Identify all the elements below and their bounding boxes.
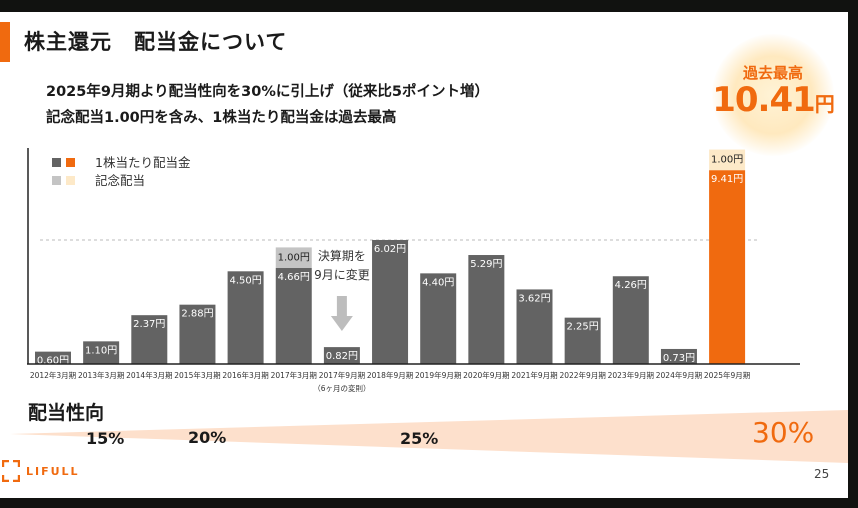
x-tick-label: 2021年9月期 (511, 370, 557, 380)
record-glow (712, 34, 834, 156)
data-label-dividend: 0.82円 (326, 351, 358, 362)
bar-dividend (516, 289, 553, 364)
payout-25: 25% (400, 429, 439, 448)
legend-swatch (66, 176, 75, 185)
x-tick-label: 2016年3月期 (222, 370, 268, 380)
legend-swatch (52, 176, 61, 185)
bar-dividend (323, 347, 360, 364)
x-tick-label: 2017年3月期 (271, 370, 317, 380)
legend-label: 1株当たり配当金 (95, 155, 191, 170)
page-number: 25 (814, 467, 830, 481)
data-label-dividend: 5.29円 (470, 259, 502, 270)
data-label-dividend: 0.73円 (663, 353, 695, 364)
x-tick-label: 2014年3月期 (126, 370, 172, 380)
data-label-dividend: 2.88円 (181, 309, 213, 320)
data-label-dividend: 9.41円 (711, 174, 743, 185)
x-tick-label: 2024年9月期 (656, 370, 702, 380)
logo-bracket-icon (2, 460, 20, 482)
bar-dividend (564, 317, 601, 364)
bar-dividend (660, 348, 697, 364)
bar-commemorative (709, 149, 746, 171)
x-tick-label: 2015年3月期 (174, 370, 220, 380)
x-tick-label: 2022年9月期 (559, 370, 605, 380)
page-title: 株主還元 配当金について (24, 30, 288, 54)
data-label-dividend: 6.02円 (374, 244, 406, 255)
payout-15: 15% (86, 429, 125, 448)
legend-swatch (52, 158, 61, 167)
annotation-line-1: 決算期を (318, 248, 366, 263)
bar-dividend (179, 304, 216, 364)
bar-dividend (35, 351, 71, 364)
x-tick-label: 2013年3月期 (78, 370, 124, 380)
bar-commemorative (275, 247, 312, 269)
data-label-dividend: 4.66円 (278, 272, 310, 283)
bar-dividend (420, 273, 457, 364)
legend-swatch (66, 158, 75, 167)
x-tick-note: （6ヶ月の変則） (313, 383, 370, 393)
bar-dividend (612, 276, 649, 364)
x-tick-label: 2019年9月期 (415, 370, 461, 380)
subtitle-line-2: 記念配当1.00円を含み、1株当たり配当金は過去最高 (46, 110, 397, 126)
lifull-logo: LIFULL (2, 460, 80, 482)
x-tick-label: 2017年9月期 (319, 370, 365, 380)
x-tick-label: 2023年9月期 (608, 370, 654, 380)
data-label-dividend: 2.25円 (567, 322, 599, 333)
bar-dividend (468, 255, 505, 364)
bar-dividend (131, 315, 168, 364)
data-label-dividend: 0.60円 (37, 356, 69, 367)
arrow-down-icon (330, 296, 353, 331)
data-label-dividend: 4.26円 (615, 280, 647, 291)
slide: 株主還元 配当金について 2025年9月期より配当性向を30%に引上げ（従来比5… (0, 12, 848, 498)
payout-ratio-title: 配当性向 (28, 402, 105, 424)
data-label-commemorative: 1.00円 (711, 155, 743, 166)
record-value: 10.41円 (712, 80, 835, 120)
data-label-commemorative: 1.00円 (278, 252, 310, 263)
bar-dividend (709, 170, 746, 364)
data-label-dividend: 4.50円 (229, 275, 261, 286)
payout-30: 30% (752, 416, 815, 449)
legend-label: 記念配当 (95, 173, 145, 188)
data-label-dividend: 2.37円 (133, 319, 165, 330)
x-tick-label: 2020年9月期 (463, 370, 509, 380)
annotation-line-2: 9月に変更 (314, 267, 370, 282)
data-label-dividend: 4.40円 (422, 277, 454, 288)
bar-dividend (275, 268, 312, 364)
x-tick-label: 2018年9月期 (367, 370, 413, 380)
data-label-dividend: 3.62円 (518, 293, 550, 304)
data-label-dividend: 1.10円 (85, 345, 117, 356)
bar-dividend (372, 239, 409, 364)
x-tick-label: 2025年9月期 (704, 370, 750, 380)
subtitle-line-1: 2025年9月期より配当性向を30%に引上げ（従来比5ポイント増） (46, 84, 489, 100)
record-label: 過去最高 (742, 64, 803, 82)
bar-dividend (83, 341, 120, 364)
payout-20: 20% (188, 428, 227, 447)
payout-ribbon (10, 410, 848, 463)
x-tick-label: 2012年3月期 (30, 370, 76, 380)
title-accent-bar (0, 22, 10, 62)
bar-dividend (227, 271, 264, 364)
